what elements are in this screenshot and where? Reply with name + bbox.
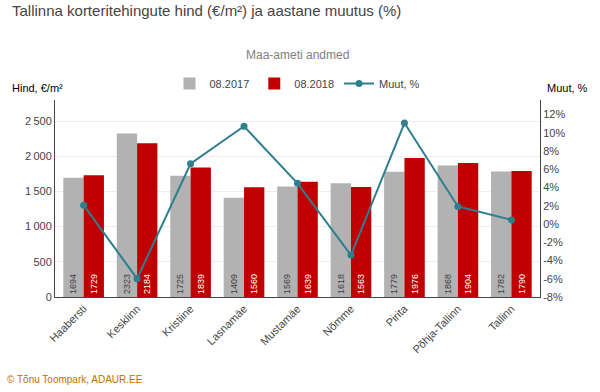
svg-text:Pirita: Pirita — [384, 302, 411, 329]
svg-text:-6%: -6% — [543, 273, 563, 285]
svg-text:© Tõnu Toompark, ADAUR.EE: © Tõnu Toompark, ADAUR.EE — [7, 374, 143, 385]
svg-text:4%: 4% — [543, 181, 559, 193]
svg-text:1563: 1563 — [356, 274, 366, 294]
svg-text:2 500: 2 500 — [25, 115, 52, 127]
svg-text:500: 500 — [33, 256, 51, 268]
svg-text:Põhja-Tallinn: Põhja-Tallinn — [410, 303, 463, 356]
svg-text:Muut, %: Muut, % — [379, 78, 420, 90]
svg-text:1560: 1560 — [249, 274, 259, 294]
svg-text:2323: 2323 — [122, 274, 132, 294]
svg-text:1 500: 1 500 — [25, 185, 52, 197]
svg-text:1790: 1790 — [517, 274, 527, 294]
svg-text:08.2018: 08.2018 — [294, 78, 334, 90]
svg-text:2%: 2% — [543, 200, 559, 212]
svg-text:1779: 1779 — [389, 274, 399, 294]
svg-text:-8%: -8% — [543, 291, 563, 303]
svg-text:Mustamäe: Mustamäe — [258, 303, 303, 348]
svg-text:-2%: -2% — [543, 236, 563, 248]
svg-text:1694: 1694 — [68, 274, 78, 294]
svg-text:1839: 1839 — [196, 274, 206, 294]
svg-text:Kesklinn: Kesklinn — [105, 303, 143, 341]
svg-text:6%: 6% — [543, 163, 559, 175]
svg-text:1729: 1729 — [89, 274, 99, 294]
svg-text:10%: 10% — [543, 127, 565, 139]
svg-text:Tallinn: Tallinn — [486, 303, 517, 334]
svg-text:1782: 1782 — [496, 274, 506, 294]
svg-text:1569: 1569 — [282, 274, 292, 294]
svg-text:Nõmme: Nõmme — [321, 303, 357, 339]
svg-text:1409: 1409 — [229, 274, 239, 294]
svg-text:1725: 1725 — [175, 274, 185, 294]
svg-text:Muut, %: Muut, % — [547, 82, 588, 94]
svg-text:08.2017: 08.2017 — [210, 78, 250, 90]
svg-text:Tallinna korteritehingute hind: Tallinna korteritehingute hind (€/m²) ja… — [12, 2, 401, 19]
svg-text:0%: 0% — [543, 218, 559, 230]
svg-text:Kristiine: Kristiine — [160, 303, 196, 339]
svg-text:1639: 1639 — [303, 274, 313, 294]
svg-text:0: 0 — [46, 291, 52, 303]
svg-text:1618: 1618 — [336, 274, 346, 294]
svg-text:Maa-ameti andmed: Maa-ameti andmed — [246, 48, 349, 62]
svg-text:1976: 1976 — [410, 274, 420, 294]
svg-text:1904: 1904 — [463, 274, 473, 294]
svg-text:Lasnamäe: Lasnamäe — [205, 303, 250, 348]
svg-text:Hind, €/m²: Hind, €/m² — [12, 82, 63, 94]
svg-text:Haabersti: Haabersti — [47, 303, 89, 345]
svg-text:-4%: -4% — [543, 254, 563, 266]
svg-text:1868: 1868 — [443, 274, 453, 294]
svg-text:2184: 2184 — [142, 274, 152, 294]
svg-text:8%: 8% — [543, 145, 559, 157]
svg-text:1 000: 1 000 — [25, 220, 52, 232]
svg-text:2 000: 2 000 — [25, 150, 52, 162]
svg-text:12%: 12% — [543, 108, 565, 120]
